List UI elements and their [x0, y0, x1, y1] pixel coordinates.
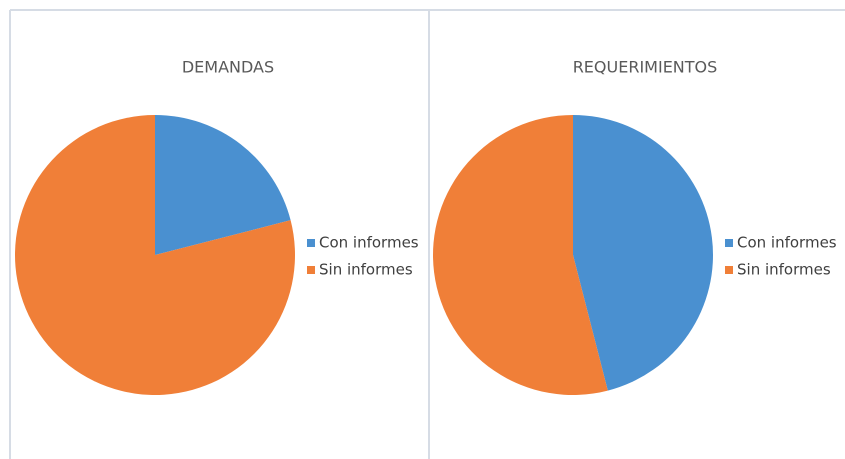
legend-swatch — [307, 239, 315, 247]
pie-slice — [15, 115, 296, 395]
legend-swatch — [725, 239, 733, 247]
legend-swatch — [725, 266, 733, 274]
pie-slice — [573, 115, 714, 391]
chart-title: REQUERIMIENTOS — [573, 58, 718, 77]
legend-label: Con informes — [737, 234, 837, 252]
legend-label: Sin informes — [319, 261, 413, 279]
pie-slice — [155, 115, 291, 255]
chart-title: DEMANDAS — [182, 58, 274, 77]
legend-label: Con informes — [319, 234, 419, 252]
pie-slice — [433, 115, 608, 395]
legend-swatch — [307, 266, 315, 274]
legend-label: Sin informes — [737, 261, 831, 279]
